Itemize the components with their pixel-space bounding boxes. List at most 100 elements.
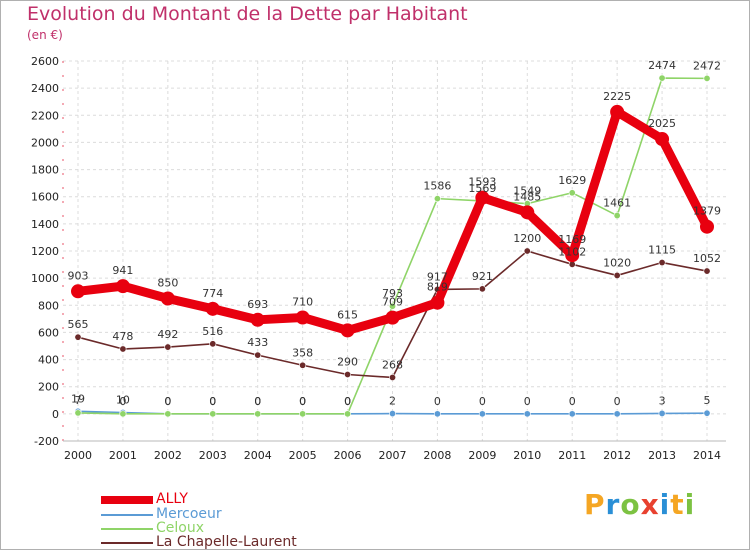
data-point-ally (475, 190, 490, 205)
data-label-celoux: 0 (119, 395, 126, 408)
data-label-mercoeur: 10 (116, 394, 130, 407)
data-label-mercoeur: 5 (704, 394, 711, 407)
y-tick-label: 2200 (31, 109, 59, 122)
legend-swatch-celoux (101, 528, 153, 530)
data-label-la-chapelle-laurent: 1020 (603, 256, 631, 269)
data-label-mercoeur: 0 (164, 395, 171, 408)
data-label-ally: 941 (112, 264, 133, 277)
data-point-celoux (164, 410, 172, 418)
x-tick-label: 2007 (379, 449, 407, 462)
data-point-ally (71, 284, 85, 299)
data-point-ally (205, 301, 220, 316)
data-label-celoux: 1549 (513, 185, 541, 198)
data-label-ally: 1379 (693, 205, 721, 218)
data-label-la-chapelle-laurent: 290 (337, 356, 358, 369)
data-point-celoux (119, 410, 127, 418)
data-label-la-chapelle-laurent: 917 (427, 270, 448, 283)
x-tick-label: 2014 (693, 449, 721, 462)
data-point-la-chapelle-laurent (119, 345, 127, 353)
data-label-la-chapelle-laurent: 478 (112, 330, 133, 343)
y-tick-label: 200 (38, 381, 59, 394)
data-point-mercoeur (568, 410, 576, 418)
data-label-mercoeur: 0 (569, 395, 576, 408)
data-label-la-chapelle-laurent: 921 (472, 270, 493, 283)
data-point-ally (520, 205, 535, 220)
x-tick-label: 2009 (468, 449, 496, 462)
x-tick-label: 2000 (64, 449, 92, 462)
data-label-ally: 2025 (648, 117, 676, 130)
data-label-celoux: 793 (382, 287, 403, 300)
data-label-celoux: 0 (299, 395, 306, 408)
data-label-celoux: 0 (209, 395, 216, 408)
data-point-la-chapelle-laurent (74, 333, 82, 341)
data-label-mercoeur: 0 (614, 395, 621, 408)
y-tick-label: 1000 (31, 272, 59, 285)
data-point-la-chapelle-laurent (658, 259, 666, 267)
logo-letter-x: x (640, 488, 660, 521)
data-label-ally: 615 (337, 308, 358, 321)
x-tick-label: 2010 (513, 449, 541, 462)
y-tick-label: 1400 (31, 218, 59, 231)
x-tick-label: 2006 (334, 449, 362, 462)
x-tick-label: 2005 (289, 449, 317, 462)
y-tick-label: 2000 (31, 136, 59, 149)
data-point-la-chapelle-laurent (703, 267, 711, 275)
data-point-ally (160, 291, 175, 306)
y-tick-label: 400 (38, 354, 59, 367)
data-label-ally: 819 (427, 281, 448, 294)
logo-letter-t: t (670, 488, 685, 521)
data-point-ally (610, 104, 625, 119)
data-label-celoux: 0 (344, 395, 351, 408)
data-point-celoux (433, 195, 441, 203)
x-tick-label: 2001 (109, 449, 137, 462)
data-point-ally (250, 312, 265, 327)
data-label-la-chapelle-laurent: 1052 (693, 252, 721, 265)
data-label-celoux: 2474 (648, 59, 676, 72)
chart-title: Evolution du Montant de la Dette par Hab… (27, 3, 468, 25)
logo-letter-p: P (584, 488, 606, 521)
data-point-la-chapelle-laurent (299, 361, 307, 369)
data-label-mercoeur: 0 (479, 395, 486, 408)
data-label-celoux: 0 (164, 395, 171, 408)
data-label-la-chapelle-laurent: 1102 (558, 245, 586, 258)
data-point-ally (655, 132, 670, 147)
proxiti-logo: Proxiti (584, 488, 695, 521)
data-point-la-chapelle-laurent (209, 340, 217, 348)
data-label-la-chapelle-laurent: 268 (382, 358, 403, 371)
x-tick-label: 2002 (154, 449, 182, 462)
data-label-la-chapelle-laurent: 1200 (513, 232, 541, 245)
data-point-la-chapelle-laurent (478, 285, 486, 293)
data-label-la-chapelle-laurent: 565 (68, 318, 89, 331)
data-point-mercoeur (478, 410, 486, 418)
data-label-ally: 693 (247, 298, 268, 311)
x-tick-label: 2003 (199, 449, 227, 462)
data-point-celoux (254, 410, 262, 418)
data-point-ally (115, 279, 130, 294)
legend-label-celoux: Celoux (156, 520, 205, 536)
data-label-celoux: 1569 (468, 182, 496, 195)
data-label-mercoeur: 2 (389, 395, 396, 408)
data-point-celoux (388, 302, 396, 310)
data-point-ally (565, 248, 580, 263)
data-label-celoux: 2472 (693, 59, 721, 72)
data-point-mercoeur (658, 409, 666, 417)
data-label-celoux: 1586 (423, 180, 451, 193)
data-label-mercoeur: 0 (524, 395, 531, 408)
data-point-celoux (658, 74, 666, 82)
data-point-ally (385, 310, 400, 325)
data-point-celoux (344, 410, 352, 418)
data-point-mercoeur (388, 410, 396, 418)
legend-item-mercoeur: Mercoeur (101, 506, 361, 522)
y-tick-label: 2600 (31, 55, 59, 68)
y-tick-label: 1200 (31, 245, 59, 258)
data-label-la-chapelle-laurent: 358 (292, 346, 313, 359)
data-point-ally (340, 323, 355, 338)
data-point-mercoeur (703, 409, 711, 417)
data-point-la-chapelle-laurent (164, 343, 172, 351)
legend-item-la-chapelle-laurent: La Chapelle-Laurent (101, 534, 361, 549)
data-label-mercoeur: 0 (434, 395, 441, 408)
data-label-mercoeur: 0 (254, 395, 261, 408)
logo-letter-o: o (620, 488, 641, 521)
